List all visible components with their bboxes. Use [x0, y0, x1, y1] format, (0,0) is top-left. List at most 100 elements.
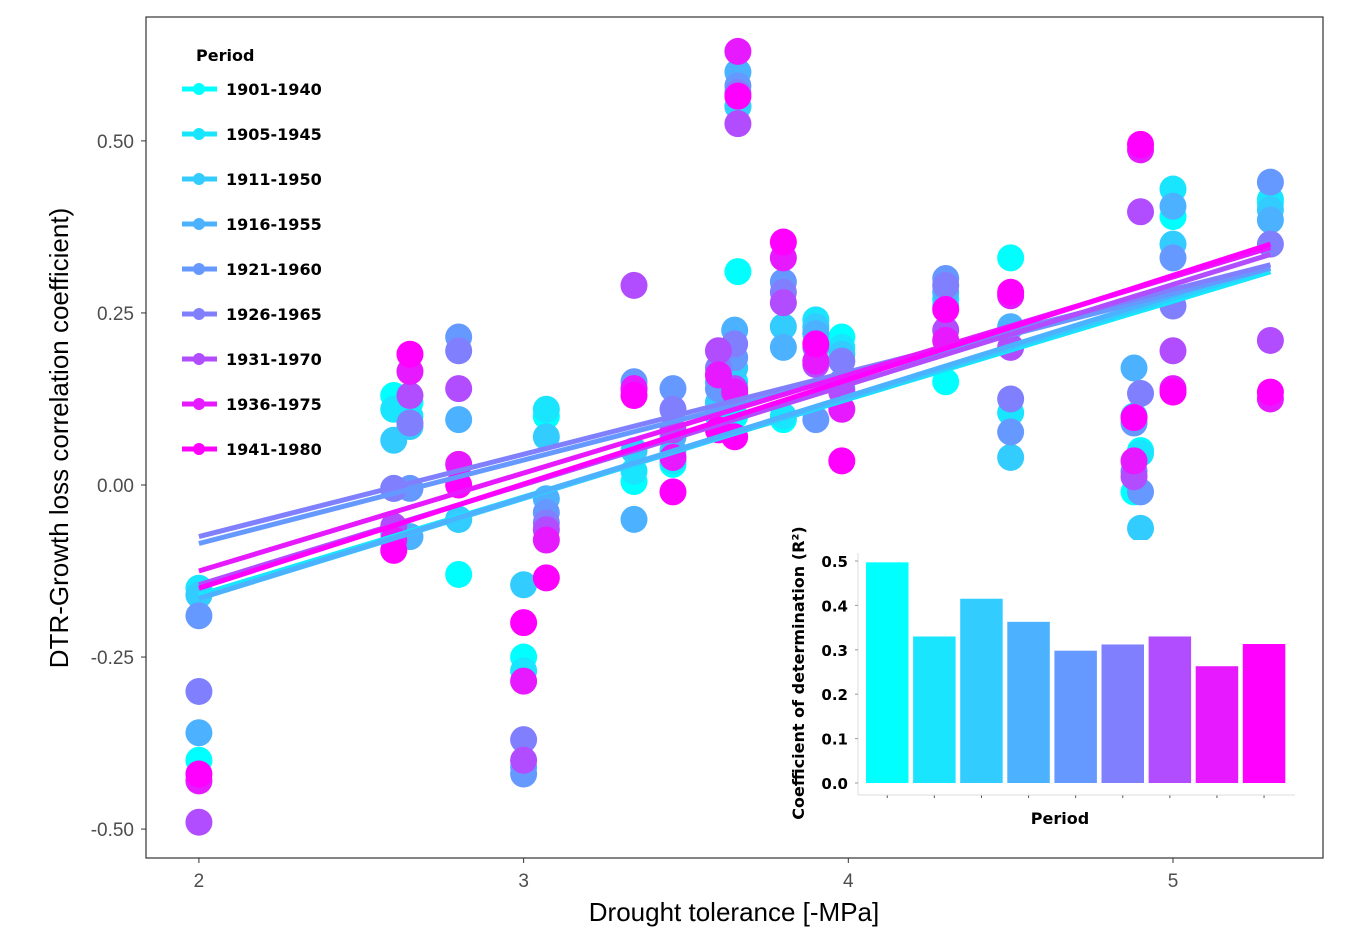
data-point [532, 423, 560, 451]
data-point [532, 526, 560, 554]
y-axis-ticks: 0.50 0.25 0.00 -0.25 -0.50 [91, 132, 146, 841]
data-point [1120, 447, 1148, 475]
inset-y-tick-label: 0.1 [821, 731, 848, 749]
data-point [932, 295, 960, 323]
data-point [1127, 198, 1155, 226]
data-point [1159, 378, 1187, 406]
legend-item: 1941-1980 [182, 440, 322, 459]
data-point [1127, 379, 1155, 407]
inset-bars [866, 562, 1286, 798]
legend-title: Period [196, 46, 254, 65]
data-point [659, 375, 687, 403]
legend-item: 1901-1940 [182, 80, 322, 99]
inset-x-axis-title: Period [1031, 809, 1089, 828]
data-point [724, 82, 752, 110]
data-point [1120, 404, 1148, 432]
data-point [724, 37, 752, 65]
data-point [510, 571, 538, 599]
regression-lines [198, 241, 1272, 601]
data-point [445, 406, 473, 434]
data-point [185, 602, 213, 630]
regression-line [198, 262, 1272, 601]
data-point [1127, 514, 1155, 542]
x-tick-label: 4 [843, 871, 854, 892]
inset-y-axis-title: Coefficient of determination (R²) [789, 526, 808, 819]
data-point [396, 382, 424, 410]
y-tick-label: -0.50 [91, 820, 134, 841]
inset-bar [866, 562, 909, 783]
data-point [1256, 206, 1284, 234]
legend-label: 1936-1975 [226, 395, 322, 414]
data-point [445, 337, 473, 365]
data-point [1256, 378, 1284, 406]
x-axis-title: Drought tolerance [-MPa] [589, 897, 879, 927]
legend-label: 1916-1955 [226, 215, 322, 234]
data-point [185, 719, 213, 747]
legend-label: 1901-1940 [226, 80, 322, 99]
inset-y-tick-label: 0.2 [821, 686, 848, 704]
data-point [932, 368, 960, 396]
legend-label: 1926-1965 [226, 305, 322, 324]
legend-label: 1911-1950 [226, 170, 322, 189]
data-point [185, 760, 213, 788]
data-point [510, 726, 538, 754]
data-point [997, 385, 1025, 413]
data-point [724, 258, 752, 286]
legend-point-key [193, 218, 205, 230]
legend-point-key [193, 173, 205, 185]
inset-bar-chart: 0.0 0.1 0.2 0.3 0.4 0.5 Period Coefficient of… [786, 526, 1302, 840]
legend-point-key [193, 308, 205, 320]
y-tick-label: 0.00 [97, 476, 134, 497]
data-point [620, 271, 648, 299]
legend-item: 1916-1955 [182, 215, 322, 234]
data-point [724, 110, 752, 138]
data-point [620, 505, 648, 533]
data-point [510, 667, 538, 695]
data-point [510, 746, 538, 774]
data-point [769, 228, 797, 256]
inset-bar [960, 598, 1003, 783]
data-point [510, 609, 538, 637]
legend-point-key [193, 398, 205, 410]
inset-y-ticks: 0.0 0.1 0.2 0.3 0.4 0.5 [821, 553, 858, 793]
plot-panel-border [145, 16, 1324, 859]
data-point [828, 347, 856, 375]
legend-point-key [193, 128, 205, 140]
legend-item: 1926-1965 [182, 305, 322, 324]
data-point [185, 677, 213, 705]
data-point [932, 271, 960, 299]
y-tick-label: 0.50 [97, 132, 134, 153]
inset-bar [1054, 650, 1097, 783]
data-point [380, 536, 408, 564]
y-tick-label: 0.25 [97, 304, 134, 325]
legend-item: 1936-1975 [182, 395, 322, 414]
inset-y-tick-label: 0.3 [821, 642, 848, 660]
data-point [704, 337, 732, 365]
x-tick-label: 3 [518, 871, 529, 892]
data-point [620, 382, 648, 410]
data-point [445, 375, 473, 403]
data-point [1120, 354, 1148, 382]
legend-point-key [193, 263, 205, 275]
data-point [769, 289, 797, 317]
regression-line [198, 241, 1272, 591]
regression-line [198, 265, 1272, 546]
data-point [828, 447, 856, 475]
legend-point-key [193, 353, 205, 365]
data-point [396, 409, 424, 437]
data-point [185, 808, 213, 836]
data-point [769, 313, 797, 341]
inset-bar [1195, 666, 1239, 783]
legend-label: 1941-1980 [226, 440, 322, 459]
legend-item: 1911-1950 [182, 170, 322, 189]
x-tick-label: 2 [194, 871, 205, 892]
data-point [997, 443, 1025, 471]
legend-label: 1931-1970 [226, 350, 322, 369]
inset-bar [1101, 644, 1144, 783]
legend-item: 1931-1970 [182, 350, 322, 369]
legend-point-key [193, 443, 205, 455]
data-point [997, 278, 1025, 306]
data-point [1127, 130, 1155, 158]
legend-item: 1905-1945 [182, 125, 322, 144]
